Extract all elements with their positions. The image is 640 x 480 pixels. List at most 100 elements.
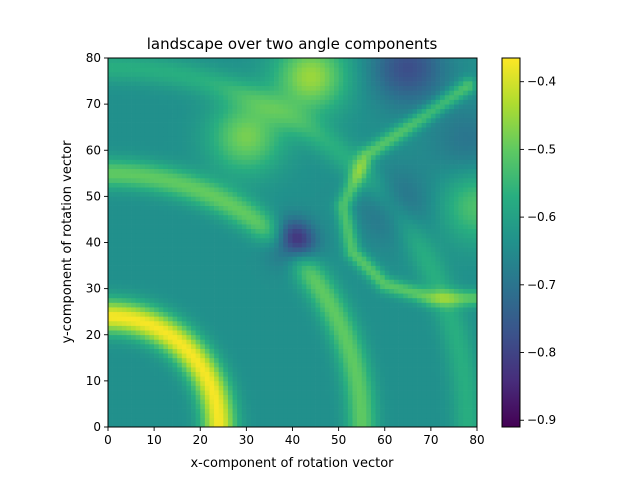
heatmap-cell bbox=[444, 205, 450, 211]
heatmap-cell bbox=[241, 200, 247, 206]
heatmap-cell bbox=[246, 141, 252, 146]
heatmap-cell bbox=[250, 362, 256, 368]
heatmap-cell bbox=[366, 210, 372, 216]
heatmap-cell bbox=[421, 279, 427, 285]
heatmap-cell bbox=[361, 196, 367, 202]
heatmap-cell bbox=[126, 385, 132, 391]
heatmap-cell bbox=[301, 219, 307, 225]
heatmap-cell bbox=[191, 302, 196, 308]
heatmap-cell bbox=[324, 403, 330, 409]
heatmap-cell bbox=[200, 274, 206, 280]
heatmap-cell bbox=[204, 187, 210, 193]
heatmap-cell bbox=[398, 297, 404, 303]
heatmap-cell bbox=[472, 219, 478, 225]
heatmap-cell bbox=[412, 320, 418, 326]
heatmap-cell bbox=[324, 390, 330, 396]
heatmap-cell bbox=[278, 173, 284, 179]
heatmap-cell bbox=[472, 145, 478, 151]
heatmap-cell bbox=[269, 376, 275, 382]
heatmap-cell bbox=[204, 237, 210, 243]
heatmap-cell bbox=[361, 210, 367, 216]
heatmap-cell bbox=[260, 177, 266, 183]
heatmap-cell bbox=[112, 210, 118, 216]
heatmap-cell bbox=[361, 422, 367, 428]
heatmap-cell bbox=[167, 357, 173, 363]
heatmap-cell bbox=[186, 210, 192, 216]
heatmap-cell bbox=[324, 242, 330, 248]
heatmap-cell bbox=[264, 159, 270, 165]
heatmap-cell bbox=[246, 367, 252, 372]
heatmap-cell bbox=[250, 164, 256, 170]
heatmap-cell bbox=[186, 205, 192, 211]
heatmap-cell bbox=[324, 371, 330, 377]
heatmap-cell bbox=[366, 390, 372, 396]
heatmap-cell bbox=[472, 307, 478, 313]
heatmap-cell bbox=[347, 187, 353, 193]
heatmap-cell bbox=[398, 168, 404, 174]
heatmap-cell bbox=[398, 214, 404, 220]
heatmap-cell bbox=[412, 191, 418, 197]
heatmap-cell bbox=[393, 316, 399, 322]
heatmap-cell bbox=[287, 339, 293, 345]
heatmap-cell bbox=[131, 279, 137, 285]
heatmap-cell bbox=[131, 196, 137, 202]
heatmap-cell bbox=[204, 348, 210, 354]
heatmap-cell bbox=[357, 320, 363, 326]
heatmap-cell bbox=[214, 219, 220, 225]
heatmap-cell bbox=[264, 260, 270, 266]
heatmap-cell bbox=[370, 339, 376, 345]
heatmap-cell bbox=[200, 367, 206, 372]
heatmap-cell bbox=[144, 339, 150, 345]
heatmap-cell bbox=[357, 348, 363, 354]
heatmap-cell bbox=[380, 251, 386, 257]
heatmap-cell bbox=[264, 385, 270, 391]
heatmap-cell bbox=[338, 224, 344, 230]
heatmap-cell bbox=[334, 173, 339, 179]
heatmap-cell bbox=[453, 394, 459, 400]
heatmap-cell bbox=[375, 164, 381, 170]
heatmap-cell bbox=[417, 279, 422, 285]
heatmap-cell bbox=[403, 274, 409, 280]
heatmap-cell bbox=[117, 205, 123, 211]
heatmap-cell bbox=[444, 256, 450, 262]
heatmap-cell bbox=[237, 136, 243, 142]
heatmap-cell bbox=[315, 187, 321, 193]
heatmap-cell bbox=[177, 154, 183, 160]
heatmap-cell bbox=[375, 422, 381, 428]
heatmap-cell bbox=[412, 237, 418, 243]
heatmap-cell bbox=[204, 353, 210, 359]
heatmap-cell bbox=[315, 343, 321, 349]
heatmap-cell bbox=[135, 307, 141, 313]
heatmap-cell bbox=[357, 191, 363, 197]
heatmap-cell bbox=[306, 288, 312, 294]
heatmap-cell bbox=[297, 348, 303, 354]
heatmap-cell bbox=[172, 154, 178, 160]
heatmap-cell bbox=[269, 394, 275, 400]
heatmap-cell bbox=[310, 260, 316, 266]
heatmap-cell bbox=[121, 274, 127, 280]
heatmap-cell bbox=[264, 413, 270, 419]
heatmap-cell bbox=[472, 293, 478, 299]
heatmap-cell bbox=[297, 422, 303, 428]
heatmap-cell bbox=[403, 210, 409, 216]
heatmap-cell bbox=[117, 362, 123, 368]
heatmap-cell bbox=[195, 136, 201, 142]
heatmap-cell bbox=[320, 316, 326, 322]
heatmap-cell bbox=[200, 214, 206, 220]
heatmap-cell bbox=[149, 214, 155, 220]
heatmap-cell bbox=[135, 200, 141, 206]
heatmap-cell bbox=[297, 385, 303, 391]
heatmap-cell bbox=[440, 219, 446, 225]
heatmap-cell bbox=[260, 159, 266, 165]
heatmap-cell bbox=[306, 224, 312, 230]
heatmap-cell bbox=[121, 141, 127, 146]
heatmap-cell bbox=[370, 293, 376, 299]
heatmap-cell bbox=[361, 247, 367, 253]
heatmap-cell bbox=[149, 385, 155, 391]
heatmap-cell bbox=[287, 394, 293, 400]
heatmap-cell bbox=[384, 367, 390, 372]
heatmap-cell bbox=[135, 413, 141, 419]
heatmap-cell bbox=[347, 256, 353, 262]
heatmap-cell bbox=[430, 376, 436, 382]
heatmap-cell bbox=[329, 242, 335, 248]
